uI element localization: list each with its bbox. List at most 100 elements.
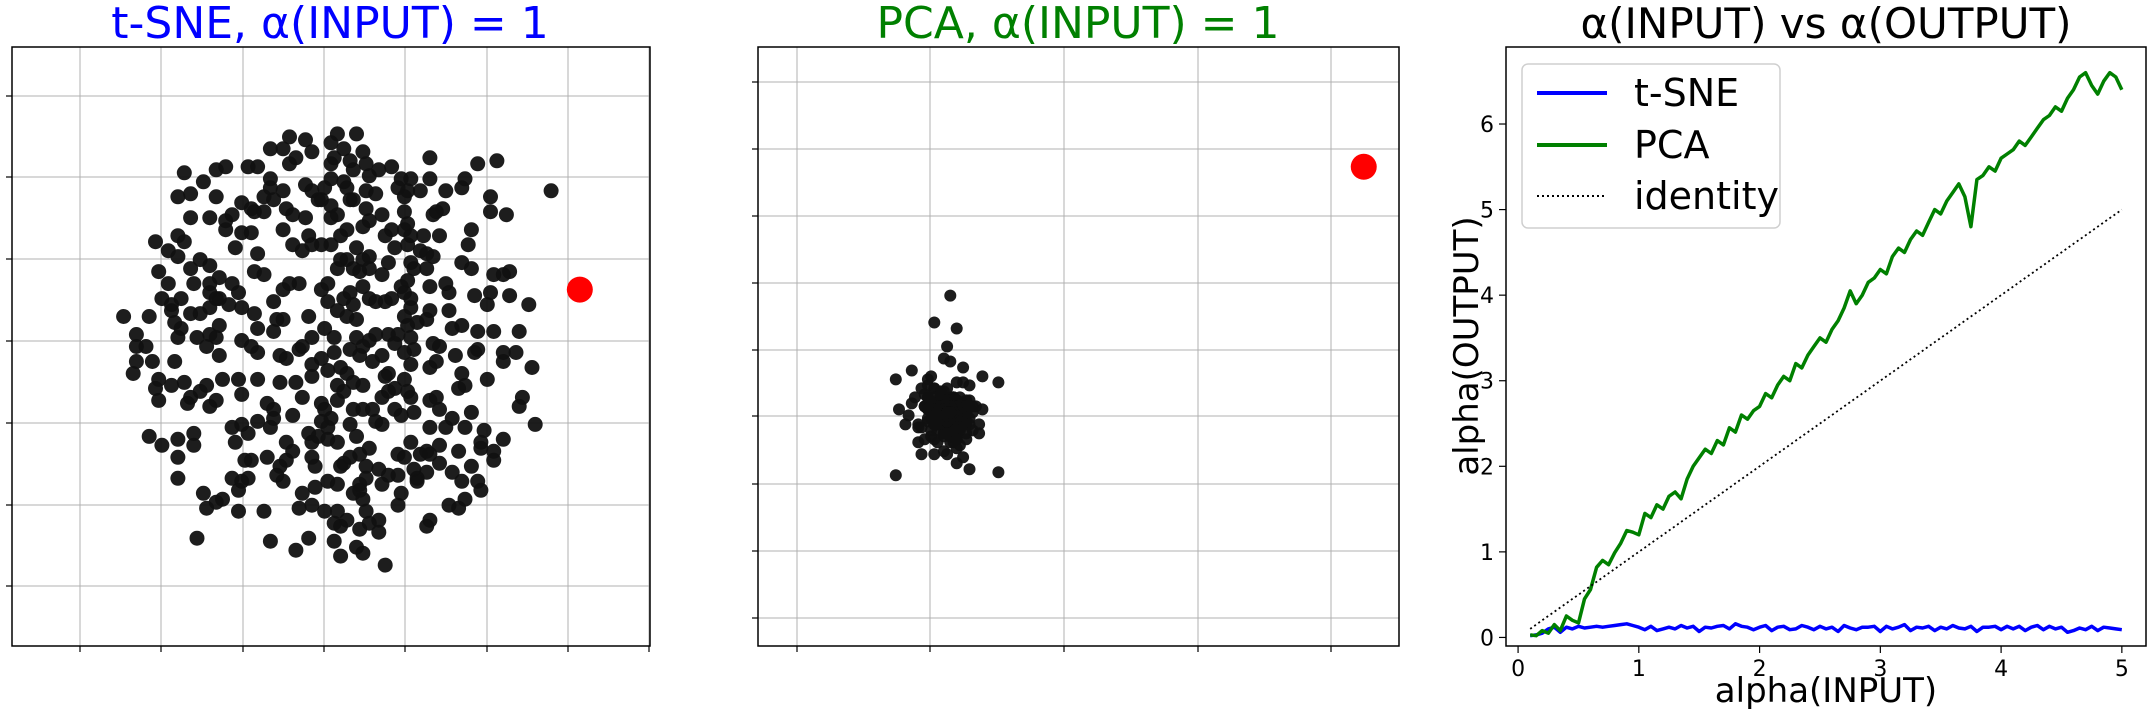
scatter-point [262,141,278,157]
scatter-point [371,461,387,477]
scatter-point [333,458,349,474]
scatter-point [183,210,199,226]
scatter-point [502,288,518,304]
scatter-point [345,297,361,313]
scatter-point [250,246,266,262]
scatter-point [234,195,250,211]
scatter-point [336,383,352,399]
scatter-point [918,433,931,446]
scatter-point [288,542,304,558]
alpha-y-ticks: 0 1 2 3 4 5 6 [1480,113,1506,651]
scatter-point [342,192,358,208]
scatter-point [317,503,333,519]
scatter-point [403,330,419,345]
scatter-point [304,497,320,513]
scatter-point [170,431,186,447]
scatter-point [170,470,186,486]
y-tick-label: 0 [1480,626,1494,651]
scatter-point [138,339,154,354]
scatter-point [246,264,262,280]
scatter-point [416,228,431,244]
tsne-plot-frame [11,46,651,647]
scatter-point [393,485,409,501]
scatter-point [240,425,256,441]
scatter-point [899,418,912,431]
pca-title: PCA, α(INPUT) = 1 [876,0,1279,49]
scatter-point [167,315,183,330]
scatter-point [483,285,498,301]
scatter-point [224,470,240,486]
x-tick-label: 1 [1632,657,1646,682]
scatter-point [396,222,412,238]
scatter-point [224,207,240,223]
tsne-points [116,126,593,573]
scatter-point [476,422,492,438]
scatter-point [352,521,368,537]
scatter-point [953,439,966,452]
scatter-point [141,309,157,324]
scatter-point [441,285,457,301]
scatter-point [275,183,291,199]
scatter-point [396,204,412,220]
scatter-point [349,126,364,142]
scatter-point [483,189,498,205]
scatter-point [307,479,323,495]
x-tick-label: 5 [2115,657,2129,682]
scatter-point [275,141,291,157]
scatter-point [326,330,342,345]
scatter-point [361,261,377,277]
scatter-point [467,288,483,304]
scatter-point [976,403,989,416]
scatter-point [313,351,329,366]
scatter-point [211,318,227,333]
scatter-point [390,446,406,462]
scatter-point [470,342,486,357]
scatter-point [403,357,419,372]
scatter-point [349,312,364,327]
scatter-point [294,485,310,501]
scatter-point [422,150,438,166]
scatter-point [371,512,387,528]
scatter-point [412,183,428,199]
scatter-point [202,210,218,226]
scatter-point [349,240,364,256]
scatter-point [202,276,218,292]
scatter-point [180,395,195,411]
scatter-point [317,321,333,336]
scatter-point [304,237,320,253]
scatter-point [144,354,160,369]
scatter-point [234,386,250,402]
scatter-point [454,473,470,489]
y-tick-label: 1 [1480,541,1494,566]
scatter-point [282,129,297,145]
scatter-point [403,255,419,271]
scatter-point [425,207,441,223]
scatter-point [377,294,393,310]
scatter-point [483,204,498,220]
scatter-point [524,360,540,375]
scatter-point [323,135,339,151]
scatter-point [937,352,950,365]
scatter-point [125,366,141,381]
scatter-point [154,437,170,453]
scatter-point [333,548,349,564]
scatter-point [304,183,320,199]
scatter-point [409,470,425,486]
scatter-point [278,201,294,217]
scatter-point [438,419,454,435]
scatter-point [326,515,342,531]
scatter-point [199,500,215,516]
scatter-point [326,150,342,166]
scatter-point [479,297,495,313]
scatter-point [406,342,422,357]
scatter-point [905,364,918,377]
scatter-point [231,503,246,519]
scatter-point [259,395,275,411]
scatter-point [495,345,511,360]
scatter-point [275,473,291,489]
scatter-point [384,159,400,175]
scatter-point [941,382,954,395]
scatter-point [463,404,479,420]
scatter-point [905,397,918,410]
scatter-point [320,363,336,378]
